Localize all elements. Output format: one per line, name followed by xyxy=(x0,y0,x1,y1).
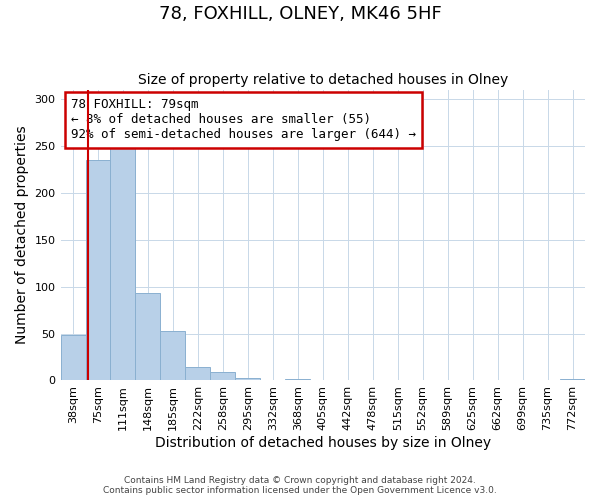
Title: Size of property relative to detached houses in Olney: Size of property relative to detached ho… xyxy=(137,73,508,87)
Bar xyxy=(560,378,585,380)
Text: 78, FOXHILL, OLNEY, MK46 5HF: 78, FOXHILL, OLNEY, MK46 5HF xyxy=(158,5,442,23)
Text: Contains HM Land Registry data © Crown copyright and database right 2024.
Contai: Contains HM Land Registry data © Crown c… xyxy=(103,476,497,495)
Bar xyxy=(286,378,310,380)
X-axis label: Distribution of detached houses by size in Olney: Distribution of detached houses by size … xyxy=(155,436,491,450)
Bar xyxy=(61,336,86,380)
Bar xyxy=(185,368,211,380)
Bar xyxy=(136,293,160,380)
Bar xyxy=(211,372,235,380)
Bar xyxy=(110,146,136,380)
Bar xyxy=(86,160,110,380)
Text: 78 FOXHILL: 79sqm
← 8% of detached houses are smaller (55)
92% of semi-detached : 78 FOXHILL: 79sqm ← 8% of detached house… xyxy=(71,98,416,142)
Bar xyxy=(235,378,260,380)
Bar xyxy=(160,330,185,380)
Y-axis label: Number of detached properties: Number of detached properties xyxy=(15,126,29,344)
